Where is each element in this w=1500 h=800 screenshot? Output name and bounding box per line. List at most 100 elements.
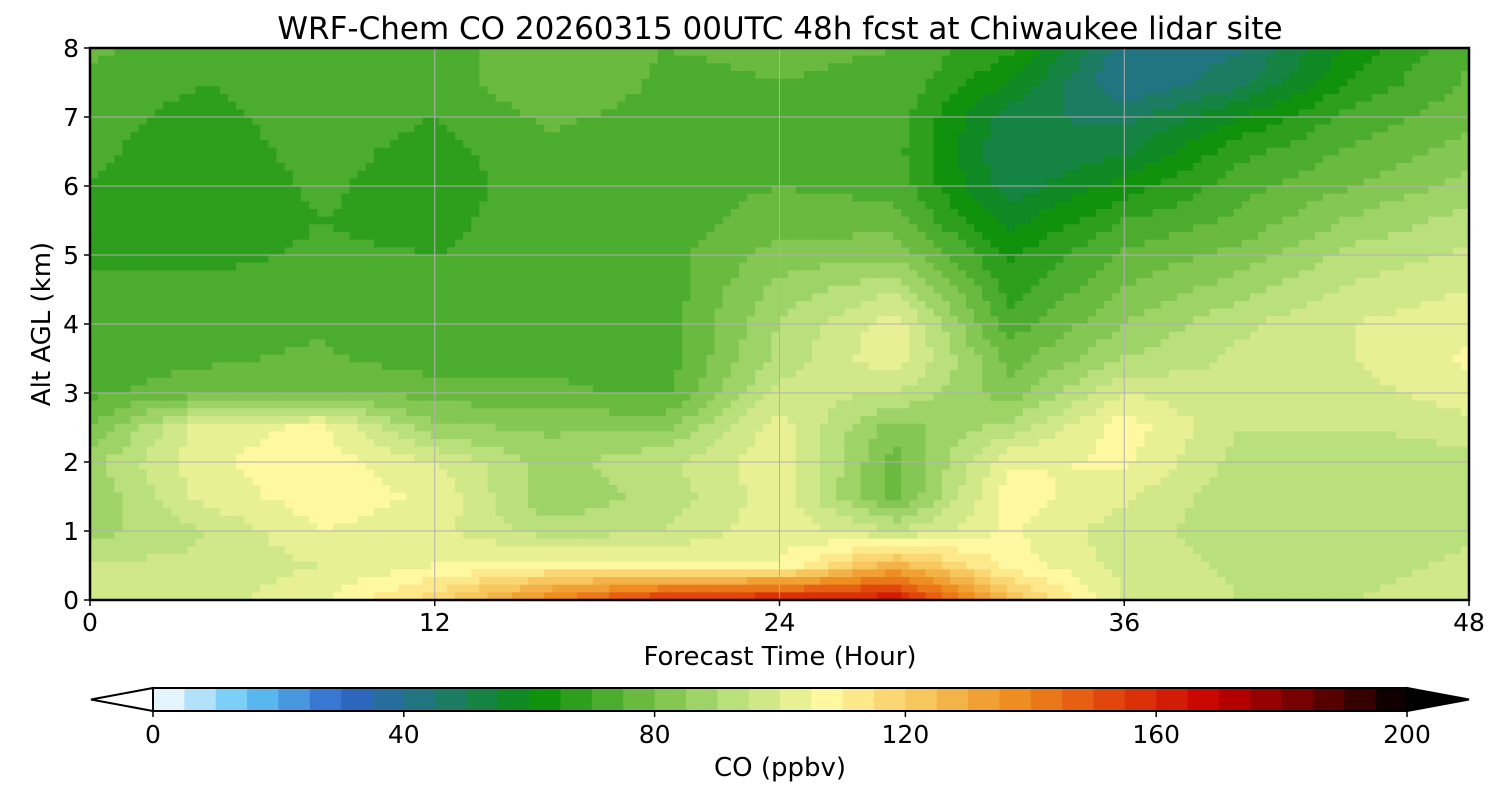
field-cell <box>179 124 188 133</box>
field-cell <box>601 178 610 187</box>
field-cell <box>1168 71 1178 80</box>
field-cell <box>584 86 594 95</box>
field-cell <box>844 224 854 233</box>
field-cell <box>300 216 310 225</box>
field-cell <box>471 186 480 195</box>
field-cell <box>236 224 245 233</box>
field-cell <box>1290 216 1300 225</box>
field-cell <box>1290 209 1300 218</box>
field-cell <box>755 94 764 103</box>
field-cell <box>325 101 334 110</box>
field-cell <box>665 132 675 141</box>
field-cell <box>909 147 918 156</box>
field-cell <box>1314 193 1324 202</box>
field-cell <box>1258 163 1267 172</box>
field-cell <box>1233 78 1243 87</box>
field-cell <box>990 186 1000 195</box>
field-cell <box>974 55 983 64</box>
field-cell <box>609 48 618 57</box>
field-cell <box>1185 186 1194 195</box>
field-cell <box>422 63 432 72</box>
field-cell <box>1144 71 1154 80</box>
field-cell <box>455 94 464 103</box>
field-cell <box>1306 63 1316 72</box>
field-cell <box>1103 262 1113 271</box>
field-cell <box>876 109 886 118</box>
field-cell <box>260 163 270 172</box>
field-cell <box>1201 94 1211 103</box>
field-cell <box>1339 193 1348 202</box>
field-cell <box>1087 255 1097 264</box>
field-cell <box>1055 209 1065 218</box>
field-cell <box>779 55 789 64</box>
field-cell <box>341 224 351 233</box>
field-cell <box>414 232 424 241</box>
field-cell <box>787 170 797 179</box>
field-cell <box>487 140 497 149</box>
field-cell <box>1322 117 1332 126</box>
field-cell <box>544 132 553 141</box>
field-cell <box>122 224 132 233</box>
field-cell <box>260 247 270 256</box>
field-cell <box>536 247 545 256</box>
field-cell <box>244 209 253 218</box>
field-cell <box>1160 216 1170 225</box>
field-cell <box>1063 86 1073 95</box>
field-cell <box>714 86 724 95</box>
field-cell <box>1331 124 1340 133</box>
field-cell <box>771 147 781 156</box>
field-cell <box>1420 186 1430 195</box>
field-cell <box>901 140 910 149</box>
field-cell <box>747 186 756 195</box>
field-cell <box>941 132 951 141</box>
field-cell <box>284 124 294 133</box>
field-cell <box>333 270 343 279</box>
field-cell <box>1152 201 1162 210</box>
field-cell <box>284 48 294 57</box>
field-cell <box>560 216 570 225</box>
field-cell <box>665 101 675 110</box>
field-cell <box>714 186 724 195</box>
field-cell <box>1168 232 1178 241</box>
field-cell <box>1079 170 1089 179</box>
field-cell <box>893 216 902 225</box>
field-cell <box>609 232 618 241</box>
field-cell <box>1071 209 1081 218</box>
field-cell <box>592 63 602 72</box>
field-cell <box>284 193 294 202</box>
field-cell <box>990 170 1000 179</box>
field-cell <box>398 101 407 110</box>
field-cell <box>211 178 221 187</box>
field-cell <box>211 163 221 172</box>
field-cell <box>893 140 902 149</box>
field-cell <box>601 55 610 64</box>
field-cell <box>1395 262 1405 271</box>
field-cell <box>860 163 870 172</box>
field-cell <box>747 239 756 248</box>
field-cell <box>1444 147 1454 156</box>
field-cell <box>957 255 967 264</box>
field-cell <box>292 55 302 64</box>
field-cell <box>665 117 675 126</box>
field-cell <box>755 86 764 95</box>
field-cell <box>1030 124 1040 133</box>
field-cell <box>1071 101 1081 110</box>
field-cell <box>722 94 732 103</box>
field-cell <box>722 262 732 271</box>
field-cell <box>146 109 156 118</box>
field-cell <box>495 94 505 103</box>
field-cell <box>560 262 570 271</box>
field-cell <box>625 94 635 103</box>
field-cell <box>674 163 683 172</box>
field-cell <box>154 232 164 241</box>
field-cell <box>1306 109 1316 118</box>
field-cell <box>203 55 213 64</box>
field-cell <box>755 63 764 72</box>
field-cell <box>1047 94 1056 103</box>
field-cell <box>617 216 626 225</box>
field-cell <box>227 48 237 57</box>
field-cell <box>1160 232 1170 241</box>
field-cell <box>868 239 878 248</box>
field-cell <box>1339 247 1348 256</box>
field-cell <box>860 209 870 218</box>
